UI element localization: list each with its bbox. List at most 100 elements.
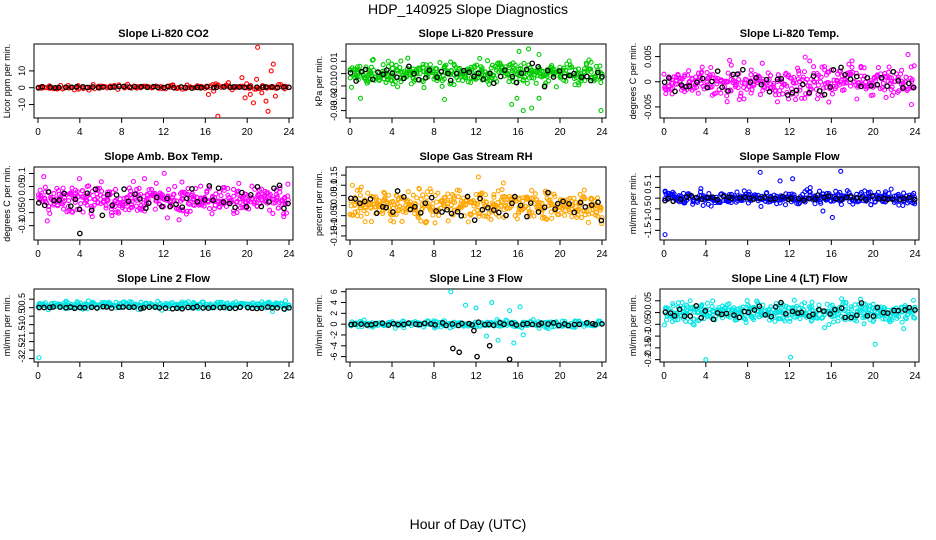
data-point-all <box>559 197 565 203</box>
data-point-all <box>286 302 292 308</box>
data-point-all <box>595 213 601 219</box>
data-point-all <box>724 93 730 99</box>
data-point-all <box>385 58 391 64</box>
data-point-hourly <box>827 311 834 317</box>
data-point-all <box>204 189 210 195</box>
data-point-hourly <box>140 304 147 311</box>
x-tick-label: 12 <box>158 371 170 382</box>
data-point-hourly <box>902 307 908 313</box>
data-point-hourly <box>471 73 477 80</box>
data-point-all <box>211 88 217 94</box>
data-point-all <box>285 193 291 199</box>
data-point-all <box>428 189 434 195</box>
x-axis-title: Hour of Day (UTC) <box>409 516 527 532</box>
data-point-all <box>871 83 877 89</box>
data-point-hourly <box>587 77 594 84</box>
y-tick-label: -0.15 <box>329 226 339 247</box>
data-point-hourly <box>131 304 137 310</box>
data-point-all <box>571 195 577 201</box>
data-point-hourly <box>578 74 585 80</box>
x-tick-label: 20 <box>242 127 254 138</box>
data-point-hourly <box>565 322 572 329</box>
data-point-all <box>807 185 813 191</box>
y-axis-label: percent per min. <box>314 171 324 236</box>
data-point-all <box>901 326 907 332</box>
data-point-hourly <box>213 84 220 91</box>
data-point-hourly <box>556 68 563 74</box>
y-tick-label: 0 <box>643 310 653 315</box>
data-point-hourly <box>400 321 407 328</box>
data-point-all <box>811 78 817 85</box>
data-point-all <box>225 185 231 191</box>
data-point-all <box>846 61 852 67</box>
y-tick-label: 0.15 <box>329 166 339 184</box>
chart-title: Slope Line 2 Flow <box>117 273 210 285</box>
data-point-hourly <box>686 83 693 89</box>
data-point-all <box>575 212 581 218</box>
data-point-all <box>768 72 774 79</box>
data-point-all <box>176 217 182 223</box>
data-point-all <box>161 196 167 202</box>
data-point-all <box>42 300 49 306</box>
data-point-all <box>80 209 86 215</box>
x-tick-label: 12 <box>470 371 482 382</box>
data-point-hourly <box>480 76 487 83</box>
data-point-all <box>767 306 773 312</box>
data-point-all <box>205 91 212 98</box>
x-tick-label: 4 <box>703 127 709 138</box>
data-point-hourly <box>374 210 380 216</box>
data-point-all <box>90 81 96 88</box>
data-point-all <box>394 84 401 90</box>
data-point-all <box>543 216 549 222</box>
data-point-all <box>112 203 118 209</box>
data-point-hourly <box>137 305 144 312</box>
y-tick-label: -1.5 <box>643 223 653 239</box>
x-tick-label: 12 <box>784 127 796 138</box>
x-tick-label: 8 <box>119 127 125 138</box>
data-point-all <box>448 289 454 295</box>
x-tick-label: 16 <box>512 127 524 138</box>
data-point-hourly <box>241 84 248 91</box>
data-point-all <box>98 179 104 185</box>
data-point-hourly <box>417 209 424 216</box>
y-tick-label: -2 <box>17 338 27 346</box>
data-point-all <box>908 310 914 316</box>
x-tick-label: 16 <box>200 371 212 382</box>
data-point-hourly <box>853 312 860 319</box>
data-point-hourly <box>566 200 572 207</box>
x-tick-label: 8 <box>431 371 437 382</box>
y-tick-label: 0 <box>643 79 653 84</box>
data-point-hourly <box>584 73 590 80</box>
data-point-all <box>686 68 692 74</box>
data-point-hourly <box>221 304 227 311</box>
data-point-all <box>44 218 50 224</box>
data-point-all <box>867 189 873 195</box>
data-point-all <box>231 193 237 199</box>
data-point-hourly <box>173 201 179 208</box>
data-point-all <box>386 204 392 210</box>
data-point-all <box>115 209 121 215</box>
data-point-hourly <box>523 66 530 73</box>
data-point-hourly <box>415 76 422 83</box>
data-point-all <box>770 83 776 89</box>
data-point-all <box>739 80 745 86</box>
data-point-all <box>790 80 796 86</box>
data-point-hourly <box>577 199 584 206</box>
x-tick-label: 24 <box>283 127 295 138</box>
chart-title: Slope Li-820 CO2 <box>118 28 208 40</box>
data-point-hourly <box>827 84 834 90</box>
data-point-hourly <box>788 195 794 202</box>
data-point-all <box>831 77 837 83</box>
data-point-all <box>777 200 783 206</box>
data-point-hourly <box>694 79 700 86</box>
data-point-all <box>484 58 491 64</box>
data-point-hourly <box>582 204 589 210</box>
data-point-hourly <box>227 84 234 91</box>
data-point-hourly <box>731 312 737 318</box>
data-point-hourly <box>348 321 355 328</box>
y-tick-label: 0.5 <box>17 293 27 306</box>
data-point-hourly <box>167 203 174 210</box>
data-point-hourly <box>372 320 379 327</box>
